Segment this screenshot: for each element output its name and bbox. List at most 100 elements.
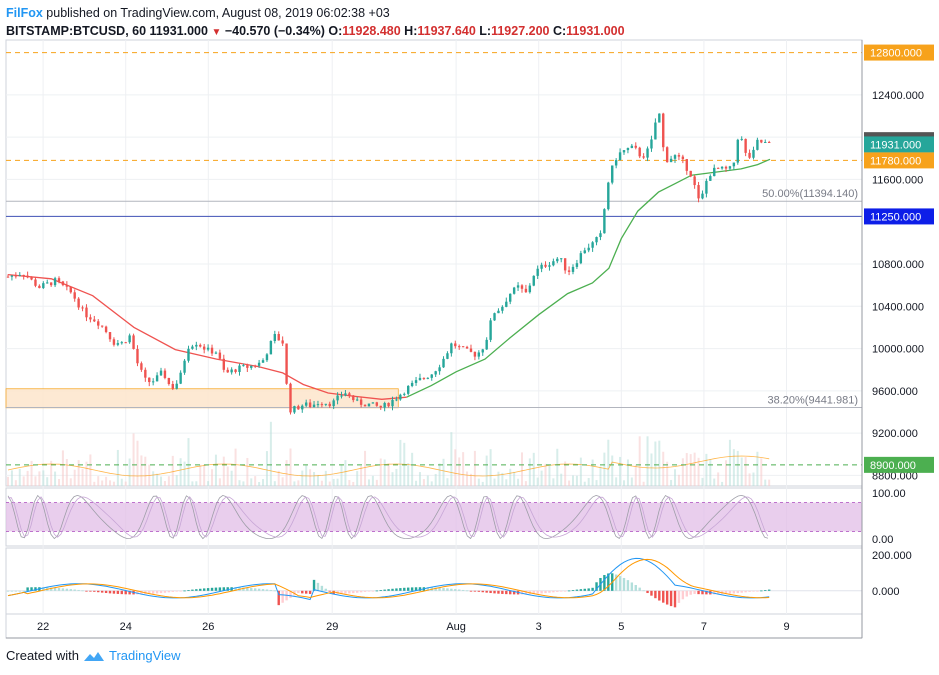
candle-body (304, 402, 308, 406)
candle-body (512, 287, 516, 294)
volume-bar (179, 458, 182, 486)
chart-canvas[interactable]: 50.00%(11394.140) 38.20%(9441.981) 12400.… (0, 0, 939, 645)
volume-bar (246, 457, 249, 486)
candle-body (599, 233, 602, 238)
macd-hist-bar (81, 590, 84, 592)
macd-hist-bar (705, 590, 708, 595)
price-tick-label: 10000.000 (872, 344, 924, 356)
volume-bar (360, 465, 363, 486)
macd-hist-bar (65, 588, 69, 591)
tradingview-brand[interactable]: TradingView (108, 648, 181, 663)
candle-body (93, 319, 96, 322)
close-label: C: (552, 24, 567, 38)
candle-body (607, 182, 610, 210)
candle-body (560, 258, 563, 260)
volume-bar (313, 472, 316, 486)
macd-hist-bar (108, 590, 112, 594)
macd-hist-bar (289, 590, 292, 598)
macd-hist-bar (116, 590, 120, 594)
price-tick-label: 12400.000 (872, 90, 924, 102)
macd-hist-bar (477, 590, 481, 592)
macd-hist-bar (716, 590, 720, 595)
signal-line (7, 558, 770, 599)
macd-hist-bar (391, 588, 394, 591)
volume-bar (599, 466, 602, 486)
volume-bar (14, 480, 17, 486)
candle-body (89, 317, 92, 320)
volume-bar (77, 460, 80, 486)
macd-hist-bar (363, 590, 367, 592)
low-value: 11927.200 (491, 24, 550, 38)
candle-body (630, 145, 634, 148)
macd-hist-bar (18, 590, 21, 592)
candle-body (218, 352, 222, 359)
volume-bar (619, 456, 622, 486)
ma-red-line (7, 273, 407, 400)
candle-body (716, 167, 720, 169)
macd-hist-bar (634, 585, 637, 591)
candle-body (407, 385, 410, 394)
candle-body (151, 381, 155, 383)
candle-body (618, 152, 622, 161)
high-label: H: (404, 24, 418, 38)
candle-body (100, 325, 104, 327)
candle-body (567, 270, 571, 272)
macd-hist-bar (748, 590, 751, 592)
volume-bar (10, 470, 13, 486)
candle-body (371, 402, 375, 404)
macd-hist-bar (163, 590, 167, 593)
volume-bar (242, 481, 245, 486)
volume-bar (234, 448, 237, 486)
volume-bar (607, 439, 610, 486)
macd-hist-bar (489, 590, 492, 594)
volume-bar (634, 464, 637, 486)
macd-hist-bar (218, 587, 222, 591)
candle-body (261, 360, 265, 363)
volume-bar (721, 481, 724, 486)
candle-body (732, 162, 736, 167)
volume-bar (293, 481, 296, 486)
macd-hist-bar (222, 587, 225, 591)
candle-body (312, 404, 316, 408)
candle-body (320, 404, 324, 406)
macd-hist-bar (14, 590, 18, 592)
candle-body (705, 180, 708, 194)
low-label: L: (479, 24, 492, 38)
macd-hist-bar (195, 589, 198, 591)
candle-body (544, 264, 547, 267)
volume-bar (697, 457, 700, 486)
pane-frame (5, 547, 863, 615)
candle-body (426, 377, 430, 379)
volume-bar (46, 477, 49, 486)
volume-bar (128, 458, 131, 486)
last-price: 11931.000 (149, 24, 208, 38)
macd-hist-bar (273, 590, 277, 592)
support-zone (5, 388, 399, 409)
candle-body (242, 365, 245, 367)
candle-body (210, 347, 214, 354)
volume-bar (493, 478, 496, 486)
candle-body (112, 339, 116, 345)
volume-ma-line (7, 455, 770, 477)
macd-tick-label: 0.000 (872, 586, 900, 598)
candle-body (363, 404, 367, 407)
author-name[interactable]: FilFox (6, 6, 43, 20)
volume-bar (756, 451, 759, 486)
volume-bar (430, 481, 433, 486)
macd-hist-bar (418, 587, 422, 591)
candle-body (34, 279, 37, 286)
macd-hist-bar (567, 590, 571, 592)
candle-body (38, 285, 41, 289)
candle-body (403, 393, 406, 395)
macd-hist-bar (658, 590, 661, 601)
candle-body (622, 150, 626, 153)
candle-body (167, 377, 171, 384)
candle-body (324, 403, 328, 405)
macd-hist-bar (77, 589, 80, 591)
volume-bar (462, 452, 465, 486)
volume-bar (324, 470, 327, 486)
candle-body (693, 176, 696, 186)
candle-body (285, 343, 288, 384)
macd-hist-bar (501, 590, 504, 594)
macd-hist-bar (387, 589, 390, 591)
